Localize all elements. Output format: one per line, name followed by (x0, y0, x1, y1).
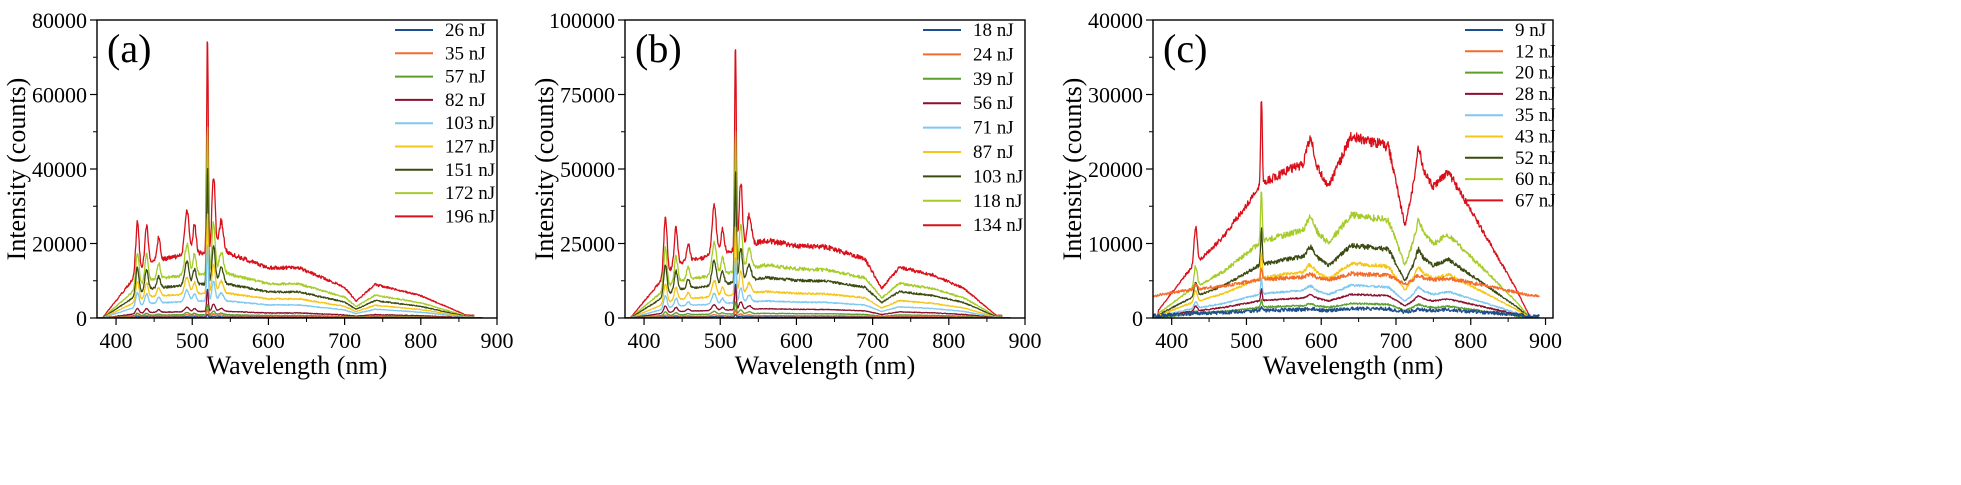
x-tick-label: 700 (1379, 328, 1412, 353)
legend-entry: 39 nJ (973, 69, 1014, 90)
legend-entry: 134 nJ (973, 215, 1023, 236)
y-tick-label: 80000 (32, 8, 87, 33)
legend-entry: 28 nJ (1515, 84, 1556, 105)
x-tick-label: 700 (328, 328, 361, 353)
y-tick-label: 0 (1132, 306, 1143, 331)
legend-entry: 43 nJ (1515, 127, 1556, 148)
x-tick-label: 400 (1155, 328, 1188, 353)
x-tick-label: 600 (1305, 328, 1338, 353)
legend-entry: 9 nJ (1515, 20, 1546, 41)
legend-entry: 18 nJ (973, 20, 1014, 41)
legend-entry: 87 nJ (973, 142, 1014, 163)
legend-entry: 103 nJ (445, 113, 495, 134)
series-line-28-nJ (1153, 288, 1540, 318)
x-tick-label: 800 (404, 328, 437, 353)
series-line-82-nJ (97, 288, 484, 318)
panel-c: 400 500 600 700 800 900 0 10000 20000 30000 40000 W… (1058, 8, 1562, 380)
y-axis-label: Intensity (counts) (530, 78, 559, 261)
x-tick-label: 400 (100, 328, 133, 353)
y-tick-label: 10000 (1088, 232, 1143, 257)
x-tick-label: 900 (1009, 328, 1042, 353)
x-tick-label: 500 (176, 328, 209, 353)
y-tick-label: 25000 (560, 232, 615, 257)
series-line-196-nJ (97, 41, 484, 318)
x-tick-label: 600 (780, 328, 813, 353)
legend-entry: 35 nJ (1515, 105, 1556, 126)
legend-entry: 60 nJ (1515, 169, 1556, 190)
y-tick-label: 100000 (549, 8, 615, 33)
y-tick-label: 60000 (32, 83, 87, 108)
series-group (97, 41, 484, 318)
legend-entry: 56 nJ (973, 93, 1014, 114)
y-tick-label: 75000 (560, 83, 615, 108)
legend-entry: 172 nJ (445, 183, 495, 204)
x-tick-label: 800 (932, 328, 965, 353)
y-tick-label: 20000 (32, 232, 87, 257)
x-axis-label: Wavelength (nm) (1263, 351, 1444, 380)
y-tick-label: 30000 (1088, 83, 1143, 108)
x-tick-label: 400 (628, 328, 661, 353)
x-tick-label: 800 (1454, 328, 1487, 353)
legend-entry: 118 nJ (973, 191, 1022, 212)
legend-entry: 127 nJ (445, 137, 495, 158)
legend-entry: 151 nJ (445, 160, 495, 181)
series-group (625, 49, 1012, 318)
y-tick-label: 40000 (1088, 8, 1143, 33)
y-tick-label: 50000 (560, 157, 615, 182)
panel-label: (a) (107, 26, 151, 71)
plot-frame (624, 19, 1026, 319)
series-line-134-nJ (625, 49, 1012, 318)
series-line-172-nJ (97, 126, 484, 318)
y-tick-label: 0 (604, 306, 615, 331)
x-tick-label: 600 (252, 328, 285, 353)
series-line-43-nJ (1153, 252, 1540, 318)
y-axis-label: Intensity (counts) (2, 78, 31, 261)
y-tick-label: 40000 (32, 157, 87, 182)
series-line-87-nJ (625, 226, 1012, 318)
x-tick-label: 500 (704, 328, 737, 353)
series-line-151-nJ (97, 168, 484, 318)
legend-entry: 57 nJ (445, 67, 486, 88)
series-line-127-nJ (97, 213, 484, 318)
legend-entry: 26 nJ (445, 20, 486, 41)
series-line-12-nJ (1153, 267, 1540, 298)
x-tick-label: 900 (1529, 328, 1562, 353)
x-tick-label: 900 (481, 328, 514, 353)
y-tick-label: 20000 (1088, 157, 1143, 182)
legend-entry: 103 nJ (973, 166, 1023, 187)
legend-entry: 35 nJ (445, 43, 486, 64)
series-line-118-nJ (625, 130, 1012, 318)
legend-entry: 52 nJ (1515, 148, 1556, 169)
x-axis-label: Wavelength (nm) (207, 351, 388, 380)
legend-entry: 71 nJ (973, 118, 1014, 139)
legend-entry: 67 nJ (1515, 190, 1556, 211)
legend-entry: 196 nJ (445, 206, 495, 227)
x-axis-label: Wavelength (nm) (735, 351, 916, 380)
series-line-9-nJ (1153, 305, 1540, 318)
panel-label: (b) (635, 26, 682, 71)
x-tick-label: 700 (856, 328, 889, 353)
panel-a: 400 500 600 700 800 900 0 20000 40000 60000 80000 W… (2, 8, 514, 380)
series-line-103-nJ (625, 171, 1012, 318)
series-group (1153, 101, 1540, 318)
series-line-39-nJ (625, 301, 1012, 318)
legend-entry: 12 nJ (1515, 41, 1556, 62)
series-line-52-nJ (1153, 227, 1540, 318)
legend-entry: 20 nJ (1515, 63, 1556, 84)
series-line-103-nJ (97, 244, 484, 318)
panel-label: (c) (1163, 26, 1207, 71)
panel-b: 400 500 600 700 800 900 0 25000 50000 75000 100000… (530, 8, 1042, 380)
series-line-35-nJ (1153, 277, 1540, 318)
series-line-67-nJ (1153, 101, 1540, 318)
x-tick-label: 500 (1230, 328, 1263, 353)
series-line-60-nJ (1153, 191, 1540, 318)
y-tick-label: 0 (76, 306, 87, 331)
legend-entry: 24 nJ (973, 44, 1014, 65)
legend-entry: 82 nJ (445, 90, 486, 111)
y-axis-label: Intensity (counts) (1058, 78, 1087, 261)
series-line-71-nJ (625, 257, 1012, 318)
series-line-56-nJ (625, 283, 1012, 318)
